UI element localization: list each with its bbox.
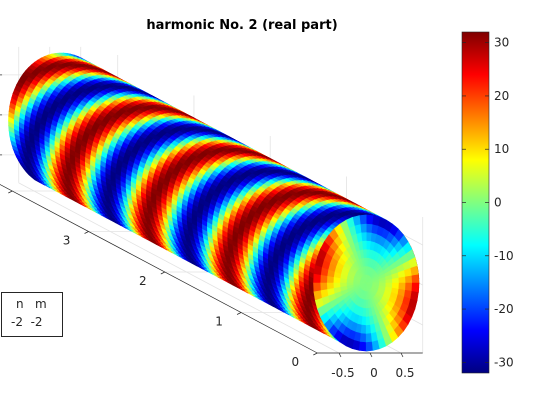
cap-patch (398, 282, 407, 290)
cap-patch (332, 277, 341, 284)
chart-title: harmonic No. 2 (real part) (146, 18, 337, 33)
x-tick-label: 0.5 (395, 366, 414, 380)
legend-values: -2 -2 (11, 315, 43, 329)
cap-patch (362, 307, 367, 318)
tick-labels: -0.500.501234-0.500.5 (0, 74, 415, 380)
colorbar-gradient (461, 31, 490, 374)
colorbar-tick-label: -30 (494, 355, 514, 369)
y-tick (313, 352, 318, 356)
y-tick (84, 231, 89, 234)
colorbar-tick-label: 20 (494, 89, 509, 103)
cap-patch (359, 333, 367, 343)
colorbar-tick-label: -20 (494, 302, 514, 316)
axis-line (0, 184, 318, 354)
x-tick (338, 352, 342, 358)
y-tick-label: 0 (291, 355, 299, 369)
y-tick (8, 190, 13, 194)
y-tick (160, 271, 165, 275)
legend-header: n m (16, 297, 47, 311)
cap-patch (319, 274, 328, 284)
cap-patch (361, 316, 367, 326)
cap-patch (365, 240, 371, 250)
colorbar-tick-label: -10 (494, 249, 514, 263)
colorbar-tick-label: 10 (494, 142, 509, 156)
cap-patch (365, 223, 373, 233)
cap-patch (371, 215, 381, 226)
cap-patch (358, 341, 367, 352)
x-tick-label: 0 (370, 366, 378, 380)
cap-patch (313, 282, 321, 293)
cap-patch (385, 282, 393, 288)
y-tick-label: 2 (139, 274, 147, 288)
cap-patch (365, 214, 374, 225)
x-tick-label: -0.5 (331, 366, 354, 380)
cap-patch (411, 273, 420, 284)
x-tick (400, 352, 404, 358)
cap-patch (326, 275, 334, 284)
cap-patch (365, 248, 370, 259)
cap-patch (365, 231, 372, 242)
axes-3d: -0.500.501234-0.500.5 (0, 46, 424, 380)
harmonic-legend: n m -2 -2 (1, 292, 63, 337)
colorbar-ticks: -30 -20 -10 0 10 20 30 (462, 36, 514, 369)
y-tick-label: 1 (215, 315, 223, 329)
cap-patch (360, 324, 367, 335)
colorbar-tick-label: 0 (494, 196, 502, 210)
y-tick-label: 3 (63, 234, 71, 248)
cap-patch (391, 282, 400, 289)
cap-patch (411, 282, 420, 293)
y-tick (236, 312, 242, 315)
x-tick (369, 352, 373, 358)
cap-patch (339, 278, 347, 284)
cap-patch (313, 273, 321, 284)
surface-patch (34, 59, 44, 66)
cylinder-surface (8, 52, 420, 352)
cap-patch (405, 282, 413, 292)
colorbar: -30 -20 -10 0 10 20 30 (461, 31, 514, 374)
grid-line (18, 182, 340, 354)
colorbar-tick-label: 30 (494, 36, 509, 50)
